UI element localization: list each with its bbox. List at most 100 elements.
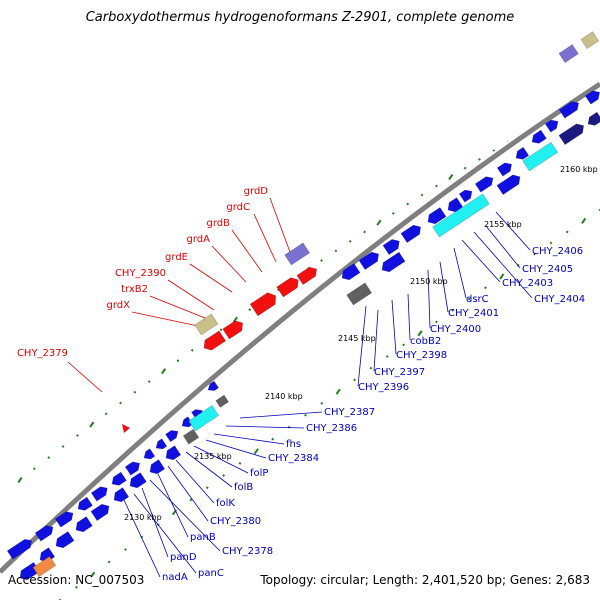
gene-feature <box>584 90 600 105</box>
map-title: Carboxydothermus hydrogenoformans Z-2901… <box>85 10 515 25</box>
gene-shape <box>149 459 166 475</box>
gene-label: CHY_2406 <box>532 246 583 257</box>
gene-feature <box>181 416 194 428</box>
outer-tick <box>76 434 79 437</box>
inner-tick <box>598 208 600 212</box>
label-leader <box>213 433 285 445</box>
gene-shape <box>75 516 93 533</box>
label-leader <box>131 311 199 327</box>
label-leader <box>239 411 323 419</box>
label-leader <box>157 473 189 538</box>
gene-shape <box>90 486 108 502</box>
gene-label: grdA <box>187 234 211 245</box>
outer-tick <box>248 308 252 311</box>
label-leader <box>167 465 209 522</box>
gene-feature <box>165 445 182 461</box>
inner-tick <box>385 355 389 358</box>
gene-features <box>6 31 600 581</box>
gene-shape <box>358 251 380 271</box>
kbp-tick-label: 2150 kbp <box>410 277 448 286</box>
outer-tick <box>391 211 395 215</box>
gene-shape <box>215 394 229 408</box>
label-leader <box>485 225 521 269</box>
gene-shape <box>587 111 600 126</box>
gene-feature <box>32 555 57 578</box>
gene-feature <box>6 538 33 560</box>
gene-shape <box>346 282 373 306</box>
gene-feature <box>587 111 600 126</box>
label-leader <box>357 305 367 387</box>
label-leader <box>167 279 215 311</box>
gene-label: folP <box>250 468 268 479</box>
gene-shape <box>584 90 600 105</box>
outer-tick <box>406 202 410 206</box>
gene-shape <box>90 503 110 522</box>
label-leader <box>149 295 211 321</box>
inner-tick <box>335 388 341 395</box>
gene-feature <box>427 207 447 225</box>
label-leader <box>253 213 277 263</box>
outer-tick <box>219 328 223 332</box>
label-leader <box>211 245 247 283</box>
gene-label: CHY_2403 <box>502 278 553 289</box>
outer-tick <box>435 184 438 188</box>
outer-tick <box>478 157 481 161</box>
gene-label: CHY_2379 <box>17 348 68 359</box>
inner-tick <box>271 437 275 441</box>
gene-labels: grdD grdC grdB grdA grdE CHY_2390 trxB2 grdX CHY… <box>17 186 585 583</box>
inner-tick <box>484 286 487 290</box>
gene-feature <box>124 461 141 476</box>
gene-feature <box>222 320 244 340</box>
gene-shape <box>222 320 244 340</box>
gene-shape <box>34 525 54 542</box>
kbp-tick-label: 2135 kbp <box>194 452 232 461</box>
gene-feature <box>515 146 530 160</box>
gene-feature <box>496 174 521 196</box>
gene-feature <box>400 224 422 244</box>
outer-tick <box>176 359 180 363</box>
gene-feature <box>182 428 200 445</box>
accession-text: Accession: NC_007503 <box>8 573 145 587</box>
inner-tick <box>107 560 111 564</box>
outer-tick <box>104 412 108 416</box>
gene-shape <box>143 448 156 460</box>
label-leader <box>149 479 221 552</box>
inner-tick <box>417 330 423 337</box>
gene-feature <box>90 486 108 502</box>
outer-tick <box>61 445 65 448</box>
label-leader <box>225 425 305 429</box>
gene-label: fhs <box>286 439 301 450</box>
kbp-tick-label: 2160 kbp <box>560 165 598 174</box>
gene-label: CHY_2401 <box>448 308 499 319</box>
gene-label: CHY_2398 <box>396 350 447 361</box>
gene-feature <box>188 405 220 432</box>
gene-feature <box>215 394 229 408</box>
label-leader <box>175 459 215 504</box>
gene-shape <box>77 496 93 511</box>
gene-shape <box>432 193 490 238</box>
gene-shape <box>54 511 74 528</box>
gene-shape <box>207 380 219 391</box>
gene-shape <box>165 430 179 443</box>
inner-tick <box>238 461 242 465</box>
gene-feature <box>55 531 75 549</box>
gene-feature <box>129 472 147 489</box>
gene-feature <box>207 380 219 391</box>
outer-tick <box>89 421 95 428</box>
gene-shape <box>474 176 494 193</box>
gene-shape <box>447 197 464 213</box>
inner-tick <box>74 585 78 589</box>
outer-tick <box>47 456 51 459</box>
genome-summary-text: Topology: circular; Length: 2,401,520 bp… <box>260 573 590 587</box>
gene-feature <box>155 438 168 450</box>
gene-shape <box>580 31 600 50</box>
kbp-tick-label: 2155 kbp <box>484 220 522 229</box>
gene-shape <box>531 129 547 144</box>
label-leader <box>67 361 103 393</box>
label-leader <box>185 451 233 488</box>
outer-tick <box>420 193 424 197</box>
gene-label: CHY_2380 <box>210 516 261 527</box>
gene-shape <box>249 292 276 317</box>
kbp-tick-labels: 2130 kbp 2135 kbp 2140 kbp 2145 kbp 2150 kbp… <box>124 165 598 522</box>
outer-tick <box>448 174 454 181</box>
